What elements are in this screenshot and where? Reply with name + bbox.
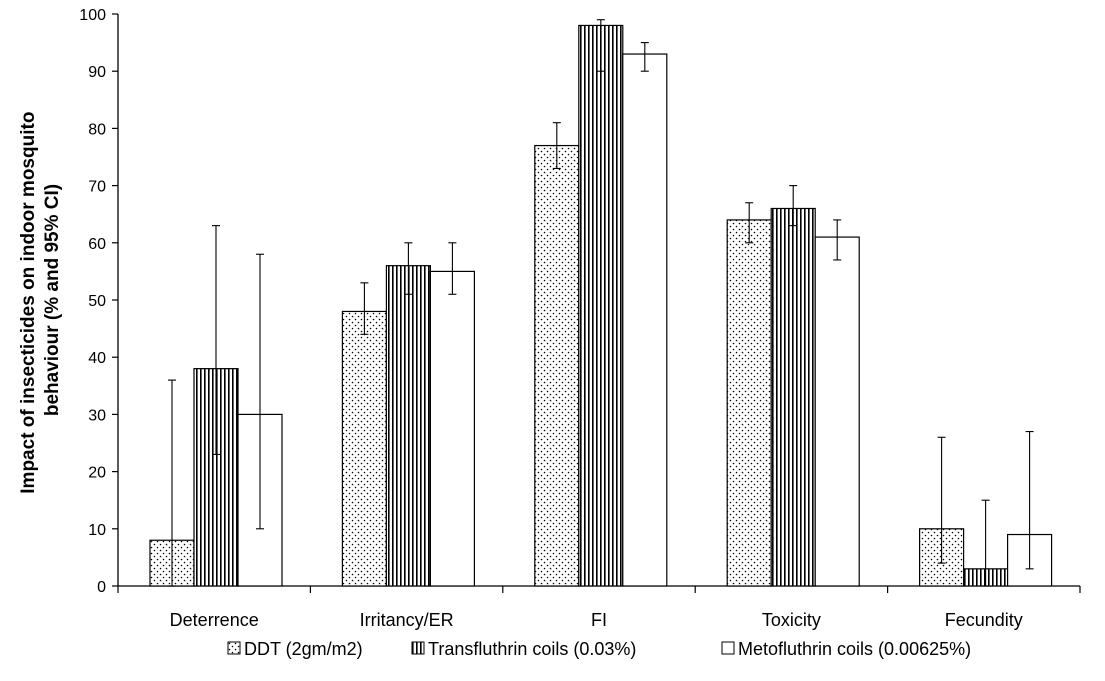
y-tick-label: 0 [97,579,106,596]
x-category-label: Irritancy/ER [360,610,454,630]
x-category-label: Fecundity [945,610,1023,630]
y-tick-label: 20 [88,465,106,482]
y-axis-title: Impact of insecticides on indoor mosquit… [18,106,63,493]
bars-group [149,24,1053,587]
legend-label: DDT (2gm/m2) [244,639,363,659]
bar-plain-irritancy-er [429,270,475,587]
x-category-label: FI [591,610,607,630]
bar-vertical-lines-irritancy-er [385,265,431,587]
legend-swatch-vertical-lines [411,641,425,655]
x-axis [117,585,1081,593]
legend-swatch-plain [721,641,735,655]
legend-label: Transfluthrin coils (0.03%) [428,639,636,659]
y-tick-label: 30 [88,407,106,424]
y-tick-label: 10 [88,522,106,539]
error-bars-group [168,19,1034,587]
y-axis-title-line-1: Impact of insecticides on indoor mosquit… [18,112,39,494]
y-tick-label: 80 [88,121,106,138]
bar-vertical-lines-fi [578,24,624,587]
y-tick-label: 50 [88,293,106,310]
legend-label: Metofluthrin coils (0.00625%) [738,639,971,659]
category-labels: Deterrence Irritancy/ER FI Toxicity Fecundit… [170,610,1023,630]
y-tick-label: 60 [88,236,106,253]
y-axis-title-line-2: behaviour (% and 95% CI) [42,184,63,416]
bar-vertical-lines-toxicity [770,207,816,587]
bar-dots-toxicity [726,219,772,587]
y-axis: 0 10 20 30 40 50 60 70 80 90 100 [79,7,119,596]
legend-swatch-dots [227,641,241,655]
x-category-label: Deterrence [170,610,259,630]
y-tick-label: 70 [88,179,106,196]
x-category-label: Toxicity [762,610,821,630]
bar-plain-toxicity [814,236,860,587]
y-tick-label: 100 [79,7,106,24]
bar-dots-irritancy-er [341,310,387,587]
y-tick-label: 90 [88,64,106,81]
y-tick-label: 40 [88,350,106,367]
bar-plain-fi [622,53,668,587]
bar-dots-fi [534,144,580,587]
legend: DDT (2gm/m2) Transfluthrin coils (0.03%) M… [227,639,971,659]
